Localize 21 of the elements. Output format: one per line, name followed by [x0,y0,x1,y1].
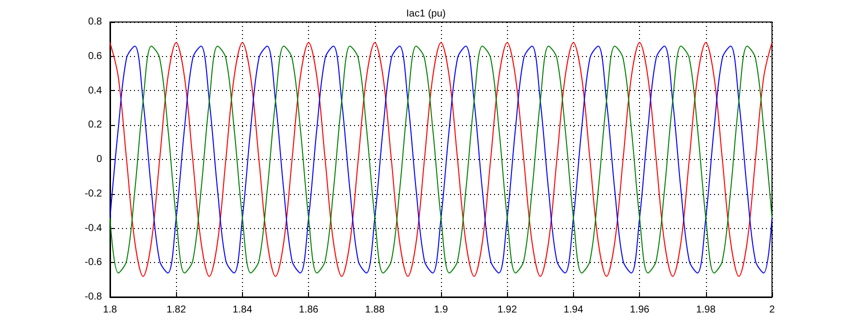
y-tick-label: 0 [96,154,102,165]
x-tick-label: 1.84 [232,304,253,316]
y-tick-label: 0.2 [88,120,102,131]
x-tick-label: 1.98 [696,304,716,316]
x-tick-label: 1.92 [497,304,518,316]
chart-title: Iac1 (pu) [406,8,446,20]
y-tick-label: 0.8 [88,16,102,28]
x-tick-label: 1.94 [564,304,584,316]
x-tick-label: 1.9 [434,304,448,316]
x-tick-label: 1.88 [365,304,385,316]
y-tick-label: -0.8 [84,292,102,302]
x-tick-label: 1.86 [298,304,319,316]
y-tick-label: 0.6 [88,50,102,62]
y-tick-label: -0.6 [84,257,102,268]
x-tick-label: 1.8 [103,304,118,316]
y-tick-label: 0.4 [88,85,102,96]
x-tick-label: 2 [769,304,776,316]
y-tick-label: -0.4 [84,222,102,234]
x-tick-label: 1.82 [166,304,186,316]
x-tick-label: 1.96 [630,304,650,316]
y-tick-label: -0.2 [84,188,102,200]
